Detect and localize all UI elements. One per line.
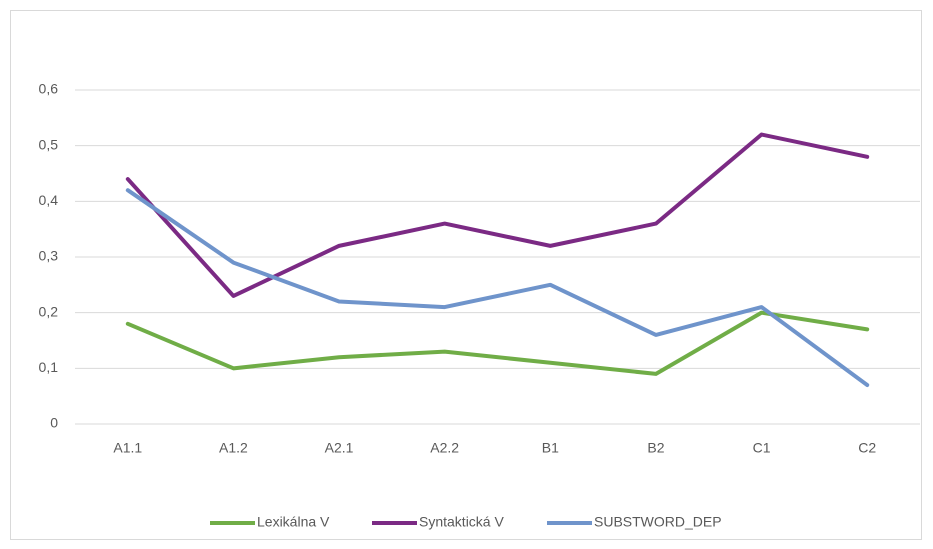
x-tick-label: A1.1 [113, 440, 142, 456]
y-tick-label: 0,4 [39, 192, 59, 208]
x-tick-label: C1 [753, 440, 771, 456]
y-tick-label: 0,6 [39, 81, 59, 97]
legend-label: Lexikálna V [257, 514, 330, 530]
x-tick-label: A2.1 [325, 440, 354, 456]
x-tick-label: C2 [858, 440, 876, 456]
chart-frame [10, 10, 922, 540]
y-tick-label: 0,3 [39, 248, 59, 264]
y-tick-label: 0,5 [39, 136, 59, 152]
x-tick-label: B1 [542, 440, 559, 456]
y-tick-label: 0,1 [39, 359, 59, 375]
y-tick-label: 0 [50, 415, 58, 431]
legend-label: SUBSTWORD_DEP [594, 514, 722, 530]
x-tick-label: A2.2 [430, 440, 459, 456]
series-line [125, 132, 870, 298]
series-line [125, 310, 870, 376]
y-tick-label: 0,2 [39, 303, 59, 319]
legend-label: Syntaktická V [419, 514, 504, 530]
x-tick-label: B2 [647, 440, 664, 456]
x-tick-label: A1.2 [219, 440, 248, 456]
series-line [125, 188, 870, 388]
